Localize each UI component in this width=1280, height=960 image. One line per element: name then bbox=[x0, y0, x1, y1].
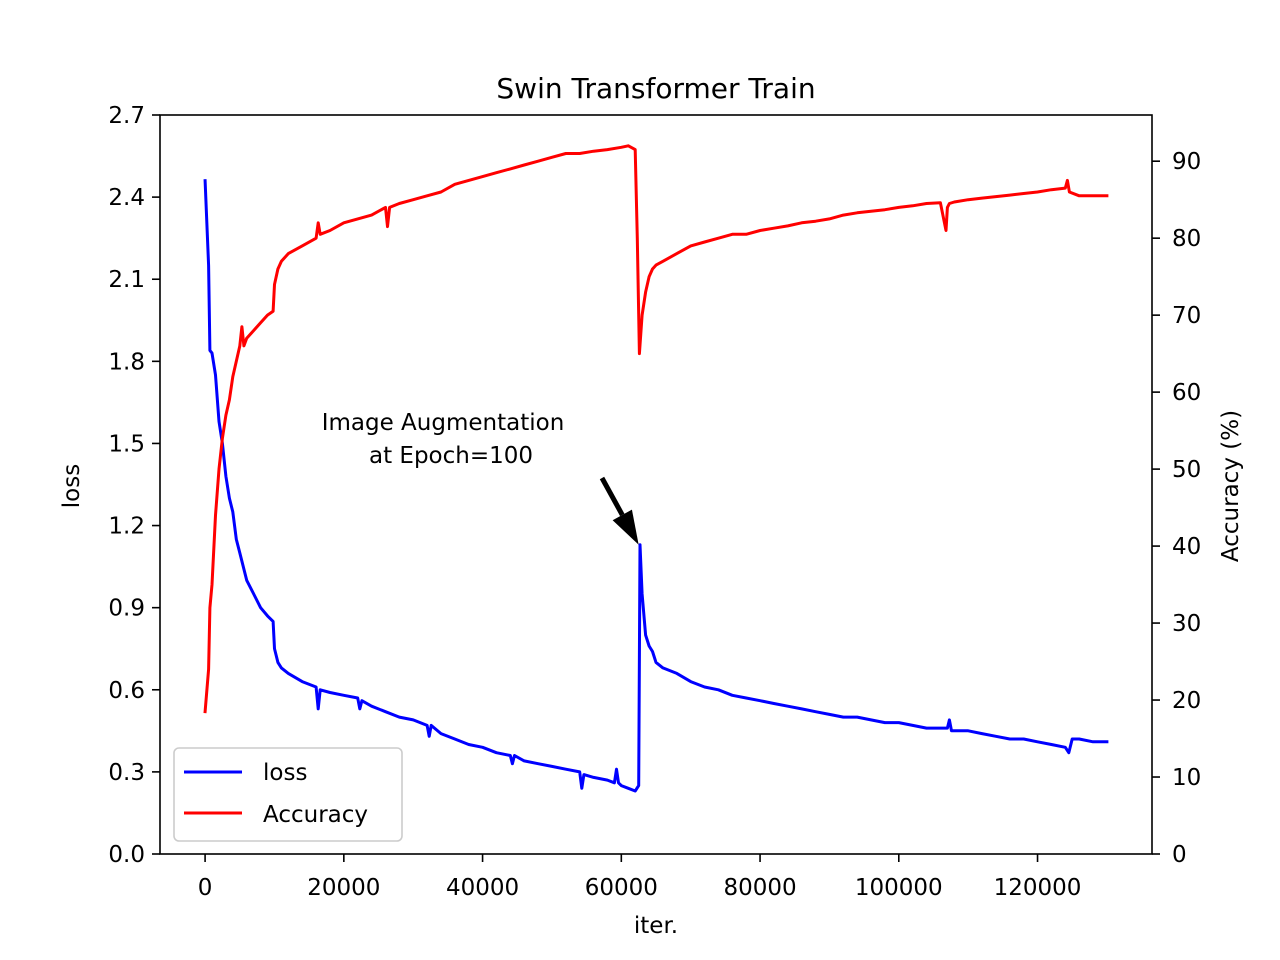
y-tick-label: 0.3 bbox=[108, 760, 145, 786]
y-tick-label: 1.5 bbox=[108, 431, 145, 457]
x-tick-label: 0 bbox=[198, 875, 213, 901]
annotation-arrow-head bbox=[612, 509, 639, 545]
x-tick-label: 80000 bbox=[723, 875, 796, 901]
annotation-text-line1: Image Augmentation bbox=[322, 410, 565, 436]
y-tick-label: 0.9 bbox=[108, 596, 145, 622]
annotation: Image Augmentation at Epoch=100 bbox=[322, 410, 639, 545]
y-axis-left: 0.0 0.3 0.6 0.9 1.2 1.5 1.8 2.1 2.4 2.7 bbox=[108, 103, 160, 868]
y2-tick-label: 30 bbox=[1172, 611, 1201, 637]
y-axis-right: 0 10 20 30 40 50 60 70 80 90 bbox=[1152, 149, 1201, 868]
annotation-text-line2: at Epoch=100 bbox=[369, 443, 533, 469]
x-tick-label: 120000 bbox=[994, 875, 1082, 901]
y2-tick-label: 20 bbox=[1172, 688, 1201, 714]
y-tick-label: 2.7 bbox=[108, 103, 145, 129]
series-line-accuracy bbox=[203, 144, 1109, 714]
legend-label-loss: loss bbox=[263, 760, 307, 786]
plot-lines bbox=[203, 144, 1109, 793]
y2-tick-label: 80 bbox=[1172, 226, 1201, 252]
y2-tick-label: 10 bbox=[1172, 765, 1201, 791]
y-tick-label: 2.1 bbox=[108, 267, 145, 293]
legend: loss Accuracy bbox=[173, 747, 403, 842]
y2-tick-label: 60 bbox=[1172, 380, 1201, 406]
chart-title: Swin Transformer Train bbox=[496, 72, 815, 105]
annotation-arrow bbox=[599, 476, 625, 517]
y-tick-label: 1.8 bbox=[108, 349, 145, 375]
series-line-loss bbox=[203, 179, 1109, 793]
y-axis-title: loss bbox=[59, 464, 85, 508]
y-tick-label: 0.6 bbox=[108, 678, 145, 704]
y2-tick-label: 70 bbox=[1172, 303, 1201, 329]
x-axis: 0 20000 40000 60000 80000 100000 120000 bbox=[198, 854, 1082, 901]
y2-tick-label: 90 bbox=[1172, 149, 1201, 175]
y2-axis-title: Accuracy (%) bbox=[1218, 410, 1244, 562]
y2-tick-label: 50 bbox=[1172, 457, 1201, 483]
y2-tick-label: 0 bbox=[1172, 842, 1187, 868]
x-tick-label: 20000 bbox=[307, 875, 380, 901]
plot-frame bbox=[159, 114, 1153, 855]
y-tick-label: 2.4 bbox=[108, 185, 145, 211]
x-tick-label: 60000 bbox=[585, 875, 658, 901]
y-tick-label: 1.2 bbox=[108, 514, 145, 540]
y2-tick-label: 40 bbox=[1172, 534, 1201, 560]
legend-label-accuracy: Accuracy bbox=[263, 802, 368, 828]
y-tick-label: 0.0 bbox=[108, 842, 145, 868]
x-tick-label: 40000 bbox=[446, 875, 519, 901]
x-axis-title: iter. bbox=[634, 913, 678, 939]
x-tick-label: 100000 bbox=[855, 875, 943, 901]
